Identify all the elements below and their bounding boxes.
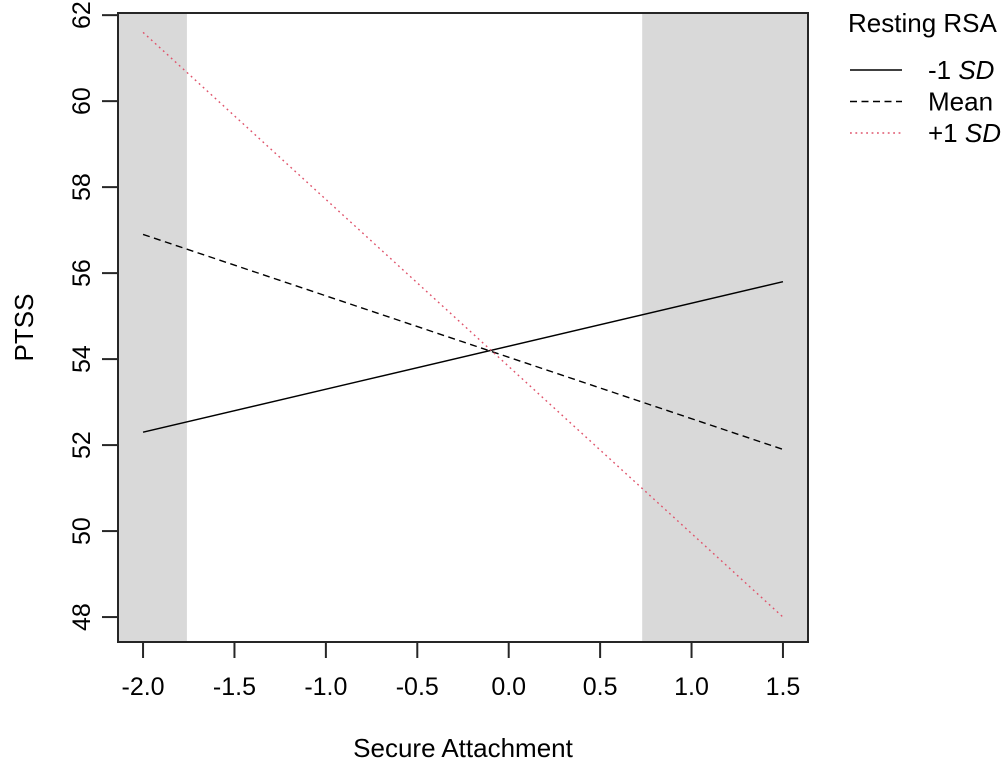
- series-line-+1-sd: [142, 31, 784, 618]
- left-region-of-significance: [118, 13, 187, 642]
- legend-item: Mean: [850, 87, 993, 117]
- right-region-of-significance: [642, 13, 808, 642]
- legend-item: -1 SD: [850, 55, 994, 85]
- x-axis-title: Secure Attachment: [353, 733, 573, 763]
- legend-item: +1 SD: [850, 118, 1001, 148]
- legend-item-label: +1 SD: [928, 118, 1001, 148]
- y-tick-label: 58: [68, 173, 96, 201]
- plot-frame: [117, 12, 809, 643]
- y-tick-label: 50: [68, 517, 96, 545]
- y-tick-label: 60: [68, 87, 96, 115]
- legend-item-label: -1 SD: [928, 55, 994, 85]
- series-line-mean: [142, 233, 784, 451]
- x-tick-label: 1.0: [674, 673, 709, 701]
- y-tick-label: 52: [68, 431, 96, 459]
- y-tick-label: 62: [68, 1, 96, 29]
- x-tick-label: -1.5: [213, 673, 256, 701]
- y-tick-label: 56: [68, 259, 96, 287]
- x-tick-label: 0.0: [491, 673, 526, 701]
- x-tick-label: -2.0: [122, 673, 165, 701]
- y-axis-title: PTSS: [9, 294, 39, 362]
- y-tick-label: 54: [68, 345, 96, 373]
- x-tick-label: 1.5: [766, 673, 801, 701]
- x-tick-label: -1.0: [304, 673, 347, 701]
- series-line--1-sd: [142, 281, 784, 433]
- legend-title: Resting RSA: [848, 8, 997, 38]
- x-tick-label: -0.5: [396, 673, 439, 701]
- x-tick-label: 0.5: [583, 673, 618, 701]
- y-tick-label: 48: [68, 603, 96, 631]
- legend-item-label: Mean: [928, 87, 993, 117]
